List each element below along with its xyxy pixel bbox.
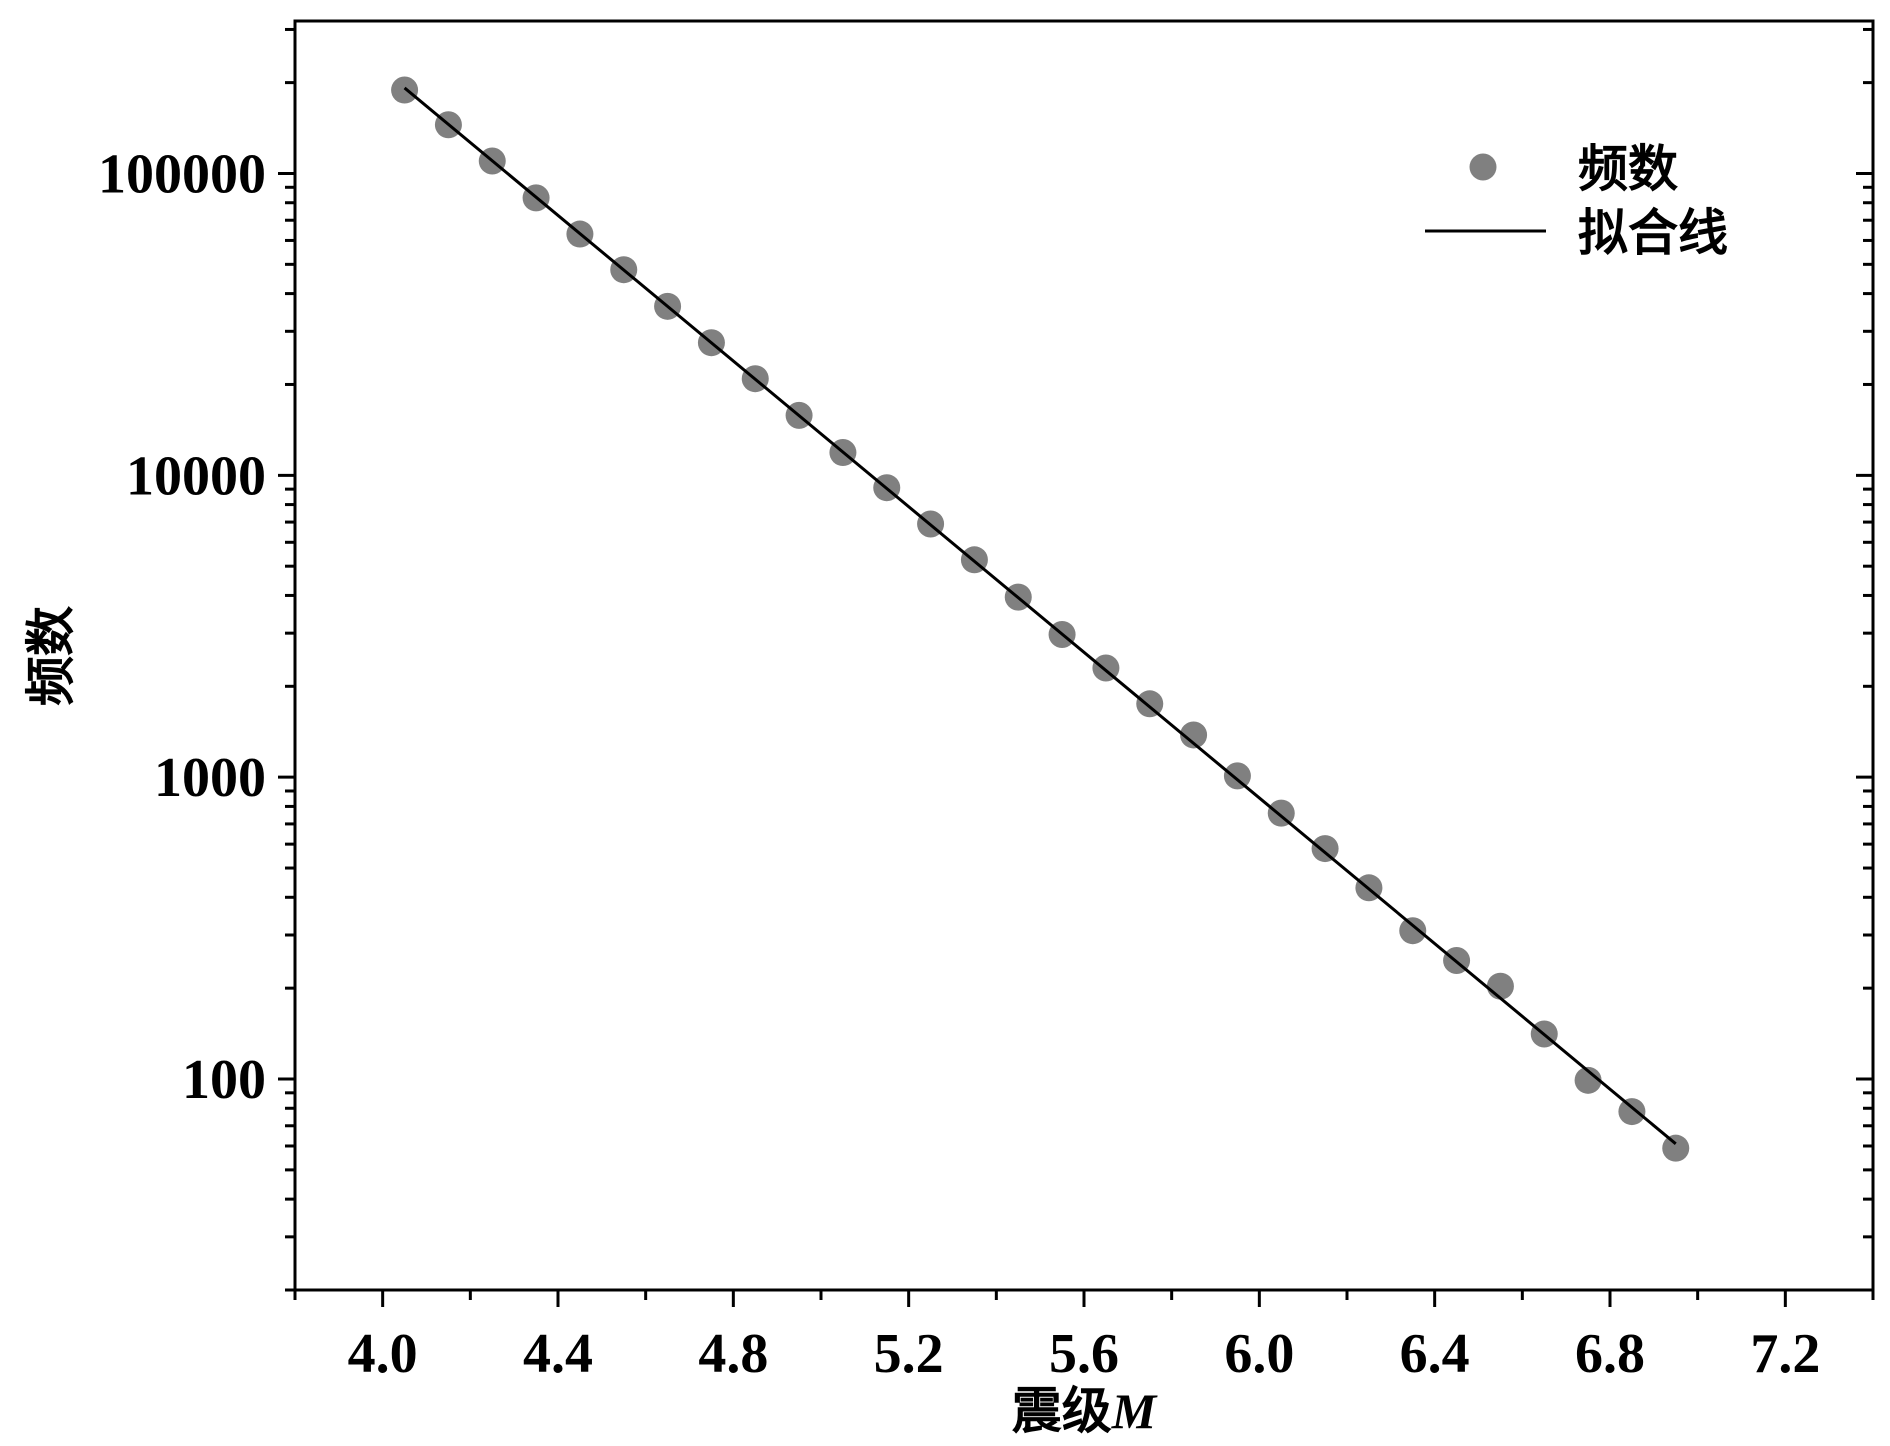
data-point <box>1180 721 1208 749</box>
legend-marker-circle <box>1469 153 1497 181</box>
x-tick-label: 7.2 <box>1750 1323 1820 1385</box>
data-point <box>1486 972 1514 1000</box>
x-axis-label: 震级M <box>1012 1383 1158 1439</box>
x-tick-label: 5.2 <box>874 1323 944 1385</box>
data-point <box>1311 835 1339 863</box>
x-tick-label: 4.4 <box>523 1323 593 1385</box>
x-tick-label: 5.6 <box>1049 1323 1119 1385</box>
x-axis-label-symbol: M <box>1111 1383 1158 1439</box>
x-tick-label: 6.4 <box>1400 1323 1470 1385</box>
axis-ticks <box>278 27 1875 1307</box>
data-point <box>1223 762 1251 790</box>
legend-label-scatter: 频数 <box>1578 141 1678 197</box>
fit-line <box>403 86 1677 1145</box>
x-tick-label: 6.8 <box>1575 1323 1645 1385</box>
y-tick-label: 1000 <box>154 747 266 809</box>
y-tick-label: 100 <box>182 1049 266 1111</box>
x-tick-label: 6.0 <box>1224 1323 1294 1385</box>
legend: 频数 拟合线 <box>1425 141 1728 261</box>
data-point <box>1399 917 1427 945</box>
data-point <box>1136 690 1164 718</box>
data-point <box>1618 1098 1646 1126</box>
y-tick-label: 10000 <box>126 445 266 507</box>
x-tick-label: 4.8 <box>698 1323 768 1385</box>
y-tick-labels: 100 1000 10000 100000 <box>98 143 266 1111</box>
data-point <box>391 76 419 104</box>
legend-label-fit-line: 拟合线 <box>1578 205 1728 261</box>
y-axis-label: 频数 <box>23 606 79 706</box>
y-tick-label: 100000 <box>98 143 266 205</box>
x-axis-label-text: 震级 <box>1012 1383 1112 1439</box>
data-point <box>1662 1134 1690 1162</box>
x-tick-labels: 4.0 4.4 4.8 5.2 5.6 6.0 6.4 6.8 7.2 <box>348 1323 1821 1385</box>
plot-frame <box>293 19 1875 1292</box>
x-tick-label: 4.0 <box>348 1323 418 1385</box>
data-point <box>1574 1066 1602 1094</box>
fit-line-series <box>403 86 1677 1145</box>
